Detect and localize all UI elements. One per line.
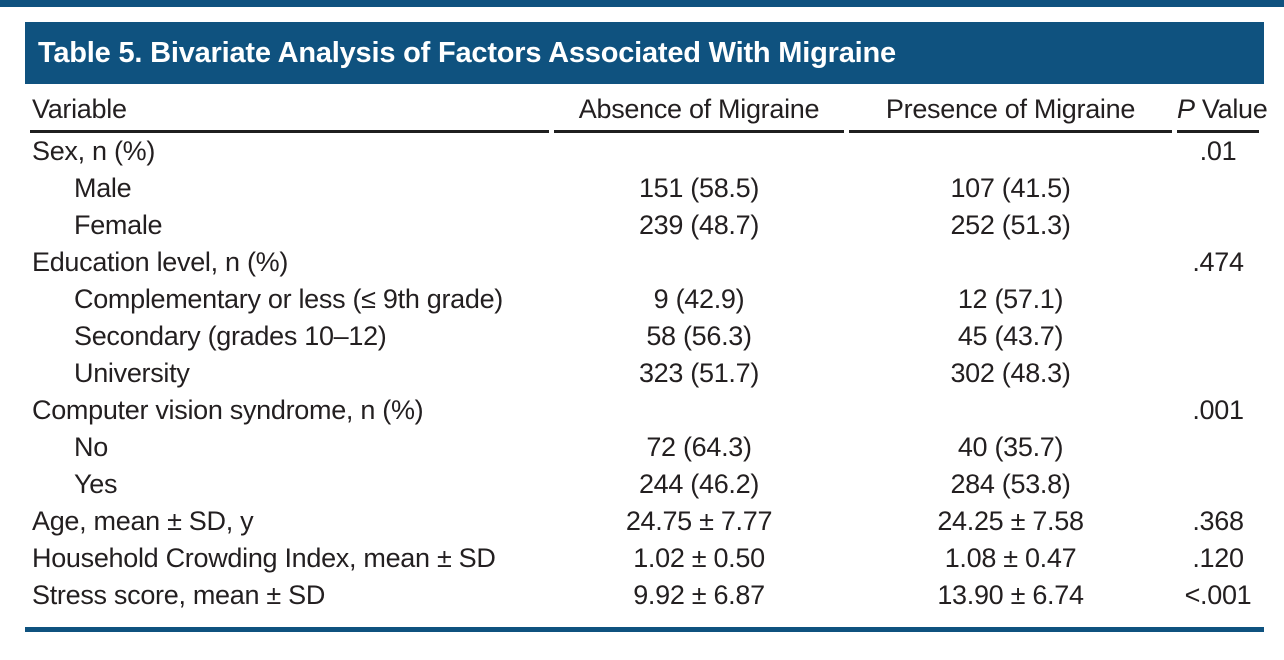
absence-value-cell: 1.02 ± 0.50 [633,543,765,573]
variable-cell: Yes [74,469,118,499]
table-wrap: Variable Absence of Migraine Presence of… [25,94,1268,632]
absence-value-cell: 151 (58.5) [638,173,760,203]
absence-value-cell: 24.75 ± 7.77 [625,506,773,536]
absence-value-cell: 72 (64.3) [646,432,752,462]
p-value-cell: .474 [1192,247,1244,277]
variable-cell: Sex, n (%) [32,136,156,166]
presence-value-cell: 1.08 ± 0.47 [944,543,1077,573]
p-value-cell: .368 [1192,506,1244,536]
variable-cell: Stress score, mean ± SD [32,580,326,610]
data-table: Variable Absence of Migraine Presence of… [25,94,1268,614]
p-value-cell: .120 [1192,543,1244,573]
presence-value-cell: 252 (51.3) [950,210,1071,240]
variable-cell: University [74,358,190,388]
absence-value-cell [554,244,844,281]
absence-value-cell: 239 (48.7) [638,210,760,240]
absence-value-cell: 9.92 ± 6.87 [633,580,765,610]
table-title: Table 5. Bivariate Analysis of Factors A… [38,36,896,69]
table-row: Secondary (grades 10–12) 58 (56.3) 45 (43.… [30,318,1259,355]
table-row: Sex, n (%) .01 [30,133,1259,170]
col-header-pvalue: P Value [1177,94,1268,133]
table-row: Yes 244 (46.2) 284 (53.8) [30,466,1259,503]
table-row: Age, mean ± SD, y 24.75 ± 7.77 24.25 ± 7.5… [30,503,1259,540]
p-value-cell [1177,207,1259,244]
presence-value-cell [849,133,1172,170]
presence-value-cell: 40 (35.7) [957,432,1064,462]
absence-value-cell [554,392,844,429]
absence-value-cell: 58 (56.3) [646,321,752,351]
top-rule [0,0,1284,7]
presence-value-cell: 24.25 ± 7.58 [937,506,1084,536]
table-row: Education level, n (%) .474 [30,244,1259,281]
variable-cell: Education level, n (%) [32,247,289,277]
p-value-cell [1177,429,1259,466]
p-value-cell [1177,170,1259,207]
p-value-cell [1177,281,1259,318]
table-body: Sex, n (%) .01 Male 151 (58.5) 107 (41.5) Fem… [30,133,1259,614]
presence-value-cell: 13.90 ± 6.74 [937,580,1084,610]
p-value-cell: .001 [1192,395,1244,425]
table-row: No 72 (64.3) 40 (35.7) [30,429,1259,466]
presence-value-cell: 284 (53.8) [950,469,1071,499]
variable-cell: No [74,432,108,462]
table-row: Male 151 (58.5) 107 (41.5) [30,170,1259,207]
col-header-variable: Variable [30,94,549,133]
variable-cell: Age, mean ± SD, y [32,506,254,536]
p-value-cell: <.001 [1184,580,1252,610]
col-header-presence: Presence of Migraine [849,94,1172,133]
variable-cell: Household Crowding Index, mean ± SD [32,543,496,573]
absence-value-cell: 323 (51.7) [638,358,760,388]
absence-value-cell [554,133,844,170]
variable-cell: Male [74,173,132,203]
absence-value-cell: 9 (42.9) [653,284,745,314]
variable-cell: Secondary (grades 10–12) [74,321,387,351]
p-value-label-rest: Value [1194,94,1268,124]
table-row: Stress score, mean ± SD 9.92 ± 6.87 13.90 … [30,577,1259,614]
presence-value-cell: 45 (43.7) [957,321,1064,351]
presence-value-cell: 12 (57.1) [957,284,1064,314]
presence-value-cell [849,392,1172,429]
table-row: University 323 (51.7) 302 (48.3) [30,355,1259,392]
p-value-cell [1177,318,1259,355]
p-value-cell [1177,466,1259,503]
p-value-cell [1177,355,1259,392]
table-row: Household Crowding Index, mean ± SD 1.02 … [30,540,1259,577]
presence-value-cell: 302 (48.3) [950,358,1071,388]
absence-value-cell: 244 (46.2) [638,469,760,499]
bottom-rule [25,627,1264,632]
variable-cell: Female [74,210,163,240]
presence-value-cell [849,244,1172,281]
table-title-bar: Table 5. Bivariate Analysis of Factors A… [25,22,1264,84]
variable-cell: Complementary or less (≤ 9th grade) [74,284,503,314]
table-row: Complementary or less (≤ 9th grade) 9 (42… [30,281,1259,318]
p-value-cell: .01 [1199,136,1237,166]
presence-value-cell: 107 (41.5) [950,173,1071,203]
table-row: Female 239 (48.7) 252 (51.3) [30,207,1259,244]
col-header-absence: Absence of Migraine [554,94,844,133]
p-value-italic-p: P [1177,94,1195,124]
variable-cell: Computer vision syndrome, n (%) [32,395,424,425]
table-row: Computer vision syndrome, n (%) .001 [30,392,1259,429]
header-row: Variable Absence of Migraine Presence of… [30,94,1268,133]
